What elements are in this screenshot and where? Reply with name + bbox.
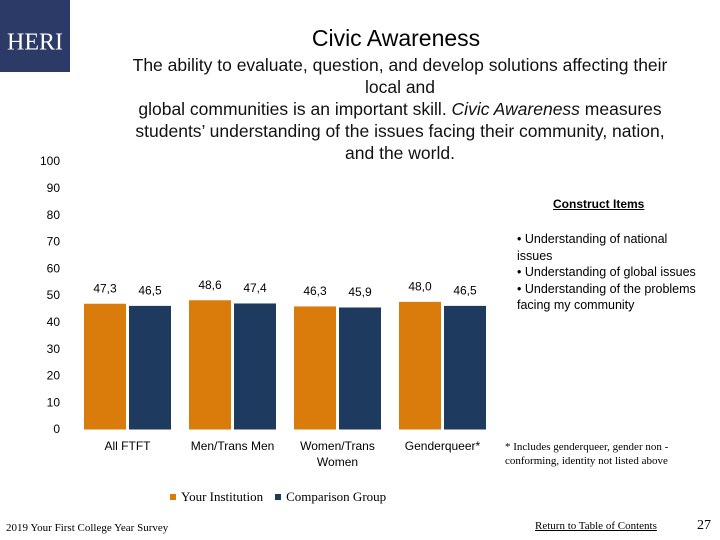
construct-items: • Understanding of national issues • Und… (517, 231, 697, 314)
y-tick-label: 40 (47, 315, 61, 329)
value-label: 48,0 (408, 280, 432, 294)
bar (233, 302, 277, 431)
bar (398, 300, 442, 431)
value-label: 45,9 (348, 285, 372, 299)
x-tick-label: Women/Trans Women (300, 439, 375, 469)
bar (188, 299, 232, 431)
subtitle-part: measures (579, 99, 662, 119)
subtitle-line: students’ understanding of the issues fa… (135, 121, 665, 141)
bar (128, 304, 172, 431)
subtitle-line: local and (364, 77, 436, 97)
bar (338, 306, 382, 431)
logo: HERI (7, 30, 63, 56)
x-tick-label: All FTFT (104, 439, 151, 453)
footnote: * Includes genderqueer, gender non - con… (505, 441, 669, 467)
construct-title: Construct Items (553, 197, 645, 211)
legend: Your Institution Comparison Group (170, 489, 386, 505)
subtitle-line: The ability to evaluate, question, and d… (132, 55, 668, 75)
legend-label: Comparison Group (286, 489, 387, 504)
y-tick-label: 60 (47, 261, 61, 275)
construct-item: • Understanding of the problems facing m… (517, 281, 696, 313)
subtitle: The ability to evaluate, question, and d… (80, 54, 720, 164)
y-tick-label: 0 (53, 422, 60, 436)
y-tick-label: 30 (47, 342, 61, 356)
value-label: 46,5 (453, 284, 477, 298)
subtitle-part: global communities is an important skill… (138, 99, 452, 119)
bar (293, 305, 337, 431)
legend-label: Your Institution (181, 489, 264, 504)
legend-item: Comparison Group (275, 489, 386, 505)
y-tick-label: 20 (47, 369, 61, 383)
value-label: 47,4 (243, 281, 267, 295)
x-tick-label: Genderqueer* (404, 439, 481, 453)
value-label: 47,3 (93, 281, 117, 295)
legend-swatch (170, 494, 176, 500)
bar (443, 304, 487, 431)
subtitle-emphasis: Civic Awareness (451, 99, 580, 119)
bar (83, 302, 127, 431)
construct-item: • Understanding of national issues (517, 232, 668, 263)
toc-link[interactable]: Return to Table of Contents (535, 520, 657, 532)
subtitle-line: global communities is an important skill… (80, 98, 720, 120)
legend-swatch (275, 494, 282, 500)
value-label: 46,3 (303, 284, 327, 298)
construct-item: • Understanding of global issues (517, 265, 696, 279)
value-label: 46,5 (138, 284, 162, 298)
legend-item: Your Institution (170, 489, 263, 505)
y-tick-label: 90 (47, 181, 61, 195)
value-label: 48,6 (198, 278, 222, 292)
logo-box (0, 0, 70, 72)
y-tick-label: 100 (40, 154, 60, 168)
y-tick-label: 70 (47, 235, 61, 249)
x-tick-label: Men/Trans Men (190, 439, 275, 453)
page-number: 27 (697, 518, 711, 533)
y-tick-label: 50 (47, 288, 61, 302)
y-tick-label: 10 (47, 395, 61, 409)
y-tick-label: 80 (47, 208, 61, 222)
footer-survey: 2019 Your First College Year Survey (6, 522, 169, 534)
subtitle-line: and the world. (345, 143, 455, 163)
chart-title: Civic Awareness (312, 25, 480, 51)
